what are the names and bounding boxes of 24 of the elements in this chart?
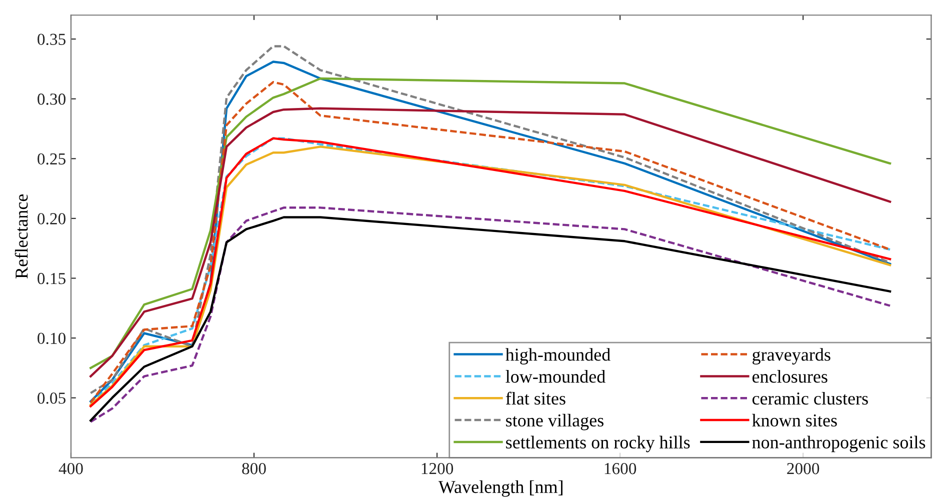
legend-label: settlements on rocky hills — [506, 436, 690, 452]
y-tick-label: 0.30 — [38, 94, 66, 105]
x-tick-label: 1200 — [422, 462, 454, 474]
legend-label: high-mounded — [506, 348, 610, 365]
legend-label: flat sites — [506, 392, 566, 405]
y-tick-label: 0.25 — [38, 153, 66, 165]
y-tick-label: 0.20 — [38, 213, 66, 224]
y-axis-title: Reflectance — [14, 194, 28, 278]
x-tick-label: 800 — [242, 462, 266, 474]
legend-label: ceramic clusters — [752, 392, 868, 405]
legend-label: known sites — [752, 414, 837, 427]
y-tick-label: 0.10 — [38, 332, 66, 344]
y-tick-label: 0.05 — [38, 392, 66, 404]
y-tick-label: 0.35 — [38, 34, 66, 46]
legend-label: low-mounded — [506, 370, 606, 383]
legend-label: graveyards — [752, 348, 830, 365]
x-tick-label: 1600 — [604, 462, 636, 474]
legend-label: stone villages — [506, 414, 604, 430]
legend-label: non-anthropogenic soils — [752, 436, 926, 452]
x-axis-title: Wavelength [nm] — [438, 480, 562, 497]
y-tick-label: 0.15 — [38, 272, 66, 284]
legend-label: enclosures — [752, 370, 828, 383]
x-tick-label: 400 — [58, 462, 83, 474]
x-tick-label: 2000 — [787, 462, 820, 474]
